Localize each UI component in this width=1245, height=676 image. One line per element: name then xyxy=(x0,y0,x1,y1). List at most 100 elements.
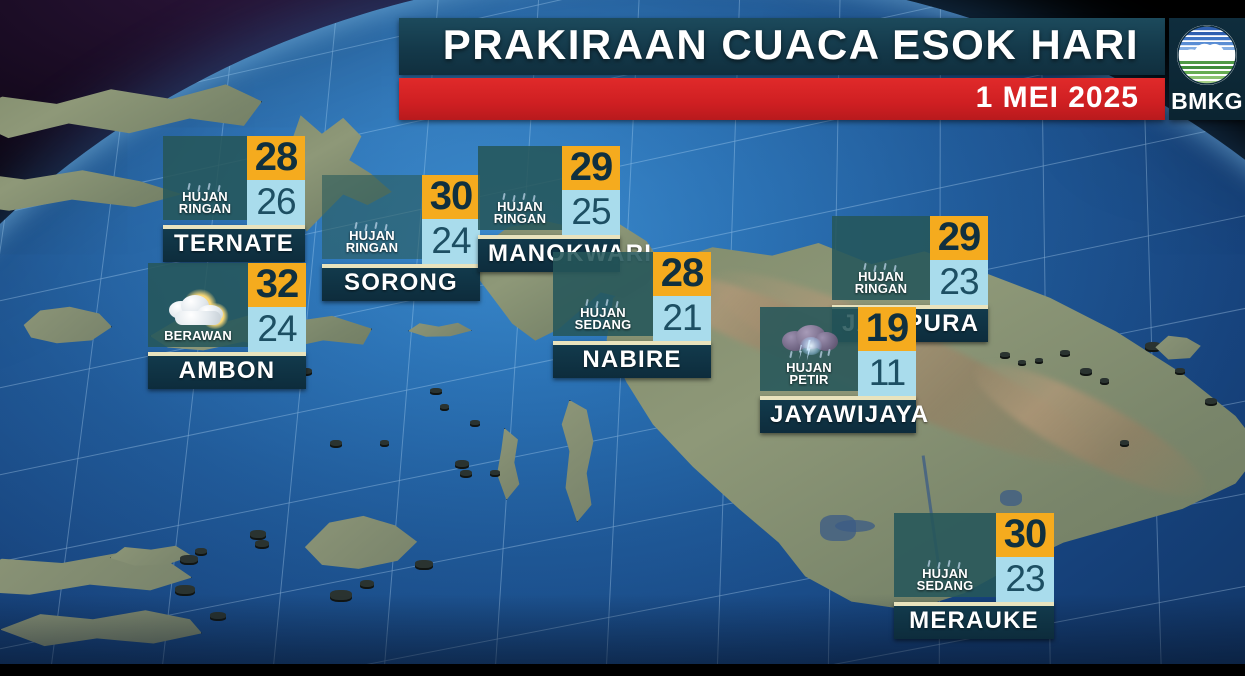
weather-card-ambon[interactable]: BERAWAN 32 24 AMBON xyxy=(148,263,306,389)
min-temperature: 26 xyxy=(247,180,305,225)
city-name: SORONG xyxy=(344,269,458,296)
min-temperature: 23 xyxy=(996,557,1054,602)
card-temperature-column: 29 23 xyxy=(930,216,988,305)
weather-card-nabire[interactable]: HUJAN SEDANG 28 21 NABIRE xyxy=(553,252,711,378)
card-top-row: HUJAN RINGAN 29 25 xyxy=(478,146,620,235)
city-name: TERNATE xyxy=(174,230,294,257)
city-name-banner: SORONG xyxy=(322,264,480,301)
weather-condition-label: HUJAN SEDANG xyxy=(916,565,974,594)
bottom-black-bar xyxy=(0,664,1245,676)
small-island xyxy=(455,460,469,467)
small-island xyxy=(1018,360,1026,364)
max-temperature: 32 xyxy=(248,263,306,307)
header: PRAKIRAAN CUACA ESOK HARI 1 MEI 2025 xyxy=(398,18,1245,120)
min-temperature: 25 xyxy=(562,190,620,235)
weather-card-sorong[interactable]: HUJAN RINGAN 30 24 SORONG xyxy=(322,175,480,301)
river-2 xyxy=(1000,490,1022,506)
rain-icon xyxy=(850,232,912,272)
card-top-row: HUJAN RINGAN 29 23 xyxy=(832,216,988,305)
max-temperature: 28 xyxy=(247,136,305,180)
small-island xyxy=(470,420,480,425)
max-temperature: 28 xyxy=(653,252,711,296)
small-island xyxy=(1060,350,1070,355)
weather-card-jayawijaya[interactable]: HUJAN PETIR 19 11 JAYAWIJAYA xyxy=(760,307,928,433)
city-name-banner: NABIRE xyxy=(553,341,711,378)
small-island xyxy=(175,585,195,594)
small-island xyxy=(1000,352,1010,357)
min-temperature: 23 xyxy=(930,260,988,305)
city-name: NABIRE xyxy=(582,346,682,373)
card-icon-panel: HUJAN RINGAN xyxy=(163,136,247,220)
page-title: PRAKIRAAN CUACA ESOK HARI xyxy=(442,21,1139,68)
bmkg-icon-svg xyxy=(1177,25,1237,85)
city-name-banner: MERAUKE xyxy=(894,602,1054,639)
weather-condition-label: HUJAN PETIR xyxy=(786,359,832,388)
min-temperature: 24 xyxy=(422,219,480,264)
card-top-row: HUJAN SEDANG 30 23 xyxy=(894,513,1054,602)
max-temperature: 29 xyxy=(930,216,988,260)
card-icon-panel: BERAWAN xyxy=(148,263,248,347)
small-island xyxy=(180,555,198,563)
small-island xyxy=(1145,342,1161,350)
card-temperature-column: 28 26 xyxy=(247,136,305,225)
bmkg-logo-panel: BMKG xyxy=(1169,18,1245,120)
card-icon-panel: HUJAN RINGAN xyxy=(322,175,422,259)
card-top-row: HUJAN PETIR 19 11 xyxy=(760,307,916,396)
thunderstorm-icon xyxy=(778,323,840,361)
min-temperature: 24 xyxy=(248,307,306,352)
small-island xyxy=(440,404,449,409)
card-icon-panel: HUJAN PETIR xyxy=(760,307,858,391)
min-temperature: 11 xyxy=(858,351,916,396)
small-island xyxy=(415,560,433,568)
max-temperature: 19 xyxy=(858,307,916,351)
small-island xyxy=(330,440,342,446)
card-icon-panel: HUJAN SEDANG xyxy=(553,252,653,336)
rain-icon xyxy=(572,268,634,308)
small-island xyxy=(1175,368,1185,373)
card-top-row: BERAWAN 32 24 xyxy=(148,263,306,352)
card-icon-panel: HUJAN SEDANG xyxy=(894,513,996,597)
small-island xyxy=(300,368,312,374)
weather-condition-label: HUJAN SEDANG xyxy=(574,304,632,333)
rain-icon xyxy=(914,529,976,569)
small-island xyxy=(380,440,389,445)
small-island xyxy=(195,548,207,554)
card-temperature-column: 19 11 xyxy=(858,307,916,396)
small-island xyxy=(1080,368,1092,374)
island-biak xyxy=(1155,335,1201,360)
bottom-shade xyxy=(0,594,1245,664)
small-island xyxy=(490,470,500,475)
card-temperature-column: 32 24 xyxy=(248,263,306,352)
city-name-banner: JAYAWIJAYA xyxy=(760,396,928,433)
small-island xyxy=(250,530,266,538)
header-date-bar: 1 MEI 2025 xyxy=(398,77,1165,120)
city-name-banner: AMBON xyxy=(148,352,306,389)
card-icon-panel: HUJAN RINGAN xyxy=(832,216,930,300)
card-temperature-column: 30 23 xyxy=(996,513,1054,602)
card-temperature-column: 29 25 xyxy=(562,146,620,235)
small-island xyxy=(1100,378,1109,383)
weather-condition-label: HUJAN RINGAN xyxy=(345,227,399,256)
city-name: MERAUKE xyxy=(909,607,1039,634)
small-island xyxy=(1205,398,1217,404)
rain-icon xyxy=(489,162,551,202)
card-temperature-column: 30 24 xyxy=(422,175,480,264)
weather-card-merauke[interactable]: HUJAN SEDANG 30 23 MERAUKE xyxy=(894,513,1054,639)
min-temperature: 21 xyxy=(653,296,711,341)
weather-condition-label: HUJAN RINGAN xyxy=(178,188,232,217)
weather-card-ternate[interactable]: HUJAN RINGAN 28 26 TERNATE xyxy=(163,136,305,262)
bmkg-globe-icon xyxy=(1177,25,1237,85)
card-temperature-column: 28 21 xyxy=(653,252,711,341)
card-top-row: HUJAN RINGAN 28 26 xyxy=(163,136,305,225)
rain-icon xyxy=(341,191,403,231)
weather-condition-label: HUJAN RINGAN xyxy=(493,198,547,227)
card-top-row: HUJAN RINGAN 30 24 xyxy=(322,175,480,264)
card-icon-panel: HUJAN RINGAN xyxy=(478,146,562,230)
max-temperature: 29 xyxy=(562,146,620,190)
sun-cloud-icon xyxy=(167,289,229,330)
weather-condition-label: HUJAN RINGAN xyxy=(854,268,908,297)
city-name: JAYAWIJAYA xyxy=(770,401,930,428)
small-island xyxy=(1120,440,1129,445)
header-title-bar: PRAKIRAAN CUACA ESOK HARI xyxy=(398,18,1165,75)
